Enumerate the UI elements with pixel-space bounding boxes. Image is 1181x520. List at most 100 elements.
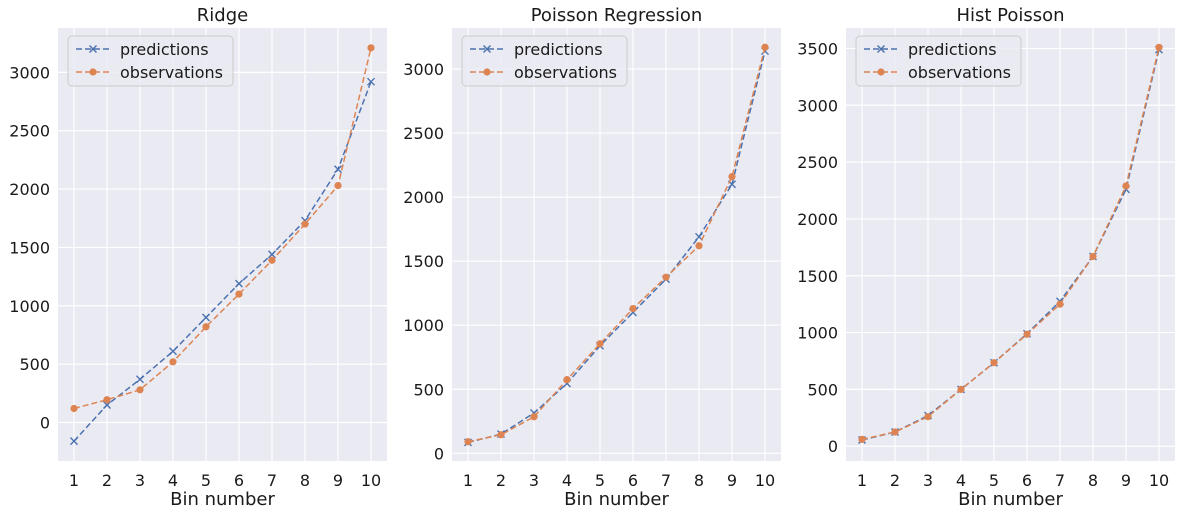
data-point-observations xyxy=(367,44,375,52)
data-point-observations xyxy=(301,220,309,228)
x-tick-label: 1 xyxy=(857,471,867,490)
legend-label: observations xyxy=(908,63,1011,82)
y-tick-label: 3500 xyxy=(797,39,838,58)
y-tick-label: 2000 xyxy=(797,210,838,229)
data-point-observations xyxy=(1023,330,1031,338)
series-line-observations xyxy=(467,47,766,443)
data-point-observations xyxy=(1155,43,1163,51)
data-point-observations xyxy=(235,290,243,298)
legend-box xyxy=(461,35,628,87)
y-tick-label: 2000 xyxy=(403,188,444,207)
plot-area xyxy=(58,28,387,461)
data-point-observations xyxy=(858,435,866,444)
x-tick-label: 7 xyxy=(661,471,671,490)
series-line-observations xyxy=(73,47,372,410)
y-tick-label: 2500 xyxy=(403,124,444,143)
data-point-predictions xyxy=(103,400,111,409)
x-tick-label: 3 xyxy=(529,471,539,490)
data-point-predictions xyxy=(334,165,342,174)
x-tick-label: 5 xyxy=(989,471,999,490)
data-point-observations xyxy=(136,386,144,394)
series-line-predictions xyxy=(861,49,1160,441)
data-point-predictions xyxy=(202,313,210,322)
legend-box xyxy=(67,35,234,87)
x-tick-label: 1 xyxy=(69,471,79,490)
data-point-observations xyxy=(464,438,472,446)
data-point-predictions xyxy=(169,347,177,356)
chart-title: Hist Poisson xyxy=(956,5,1064,26)
data-point-observations xyxy=(202,323,210,331)
data-point-predictions xyxy=(136,375,144,384)
x-tick-label: 6 xyxy=(628,471,638,490)
data-point-observations xyxy=(169,358,177,366)
data-point-observations xyxy=(957,385,965,394)
x-tick-label: 4 xyxy=(956,471,966,490)
y-tick-label: 3000 xyxy=(797,96,838,115)
legend-label: predictions xyxy=(514,40,603,59)
y-tick-label: 1000 xyxy=(797,324,838,343)
y-tick-label: 2000 xyxy=(9,180,50,199)
data-point-observations xyxy=(924,413,932,421)
data-point-observations xyxy=(1122,182,1130,190)
y-tick-label: 2500 xyxy=(9,122,50,141)
y-tick-label: 0 xyxy=(828,437,838,456)
x-tick-label: 3 xyxy=(135,471,145,490)
y-tick-label: 1000 xyxy=(403,316,444,335)
legend-marker xyxy=(89,68,97,76)
data-point-observations xyxy=(1056,300,1064,308)
x-axis-label: Bin number xyxy=(170,489,275,510)
y-tick-label: 0 xyxy=(434,444,444,463)
data-point-observations xyxy=(497,431,505,439)
y-tick-label: 3000 xyxy=(9,63,50,82)
x-tick-label: 1 xyxy=(463,471,473,490)
x-tick-label: 6 xyxy=(234,471,244,490)
legend-marker xyxy=(483,45,491,53)
x-tick-label: 4 xyxy=(562,471,572,490)
x-tick-label: 5 xyxy=(595,471,605,490)
data-point-observations xyxy=(103,396,111,404)
x-tick-label: 9 xyxy=(1121,471,1131,490)
y-tick-label: 500 xyxy=(19,355,50,374)
data-point-observations xyxy=(70,404,78,413)
x-tick-label: 9 xyxy=(727,471,737,490)
legend-marker xyxy=(877,68,885,76)
x-tick-label: 10 xyxy=(1149,471,1169,490)
chart-panel-3: 1 2 3 4 5 6 7 8 9 10 0 500 1000 1500 2000 2500 3000 3500 H… xyxy=(797,5,1175,510)
x-axis-label: Bin number xyxy=(564,489,669,510)
legend-label: predictions xyxy=(908,40,997,59)
x-tick-label: 2 xyxy=(102,471,112,490)
data-point-observations xyxy=(761,43,769,51)
data-point-observations xyxy=(596,340,604,348)
data-point-observations xyxy=(530,413,538,421)
data-point-observations xyxy=(629,304,637,313)
data-point-predictions xyxy=(70,437,78,446)
y-tick-label: 1500 xyxy=(9,238,50,257)
x-tick-label: 5 xyxy=(201,471,211,490)
legend-marker xyxy=(483,68,491,76)
legend-label: observations xyxy=(120,63,223,82)
x-tick-label: 8 xyxy=(694,471,704,490)
x-tick-label: 10 xyxy=(361,471,381,490)
data-point-observations xyxy=(695,242,703,250)
x-tick-label: 8 xyxy=(1088,471,1098,490)
x-tick-label: 3 xyxy=(923,471,933,490)
data-point-observations xyxy=(334,181,342,190)
legend-marker xyxy=(89,45,97,53)
y-tick-label: 0 xyxy=(40,413,50,432)
legend-marker xyxy=(877,45,885,53)
chart-title: Poisson Regression xyxy=(531,5,703,26)
data-point-observations xyxy=(563,376,571,384)
x-axis-label: Bin number xyxy=(958,489,1063,510)
y-tick-label: 1500 xyxy=(797,267,838,286)
x-tick-label: 4 xyxy=(168,471,178,490)
x-tick-label: 2 xyxy=(496,471,506,490)
data-point-observations xyxy=(268,256,276,264)
data-point-observations xyxy=(891,428,899,436)
x-tick-label: 2 xyxy=(890,471,900,490)
chart-title: Ridge xyxy=(197,5,248,26)
legend-box xyxy=(855,35,1022,87)
y-tick-label: 2500 xyxy=(797,153,838,172)
data-point-observations xyxy=(728,173,736,181)
